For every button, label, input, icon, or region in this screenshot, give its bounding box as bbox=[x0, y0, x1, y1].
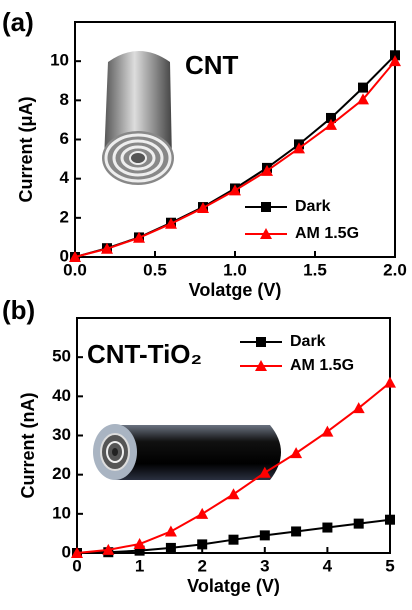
marker bbox=[228, 488, 240, 499]
marker bbox=[354, 519, 364, 529]
marker bbox=[166, 543, 176, 553]
marker bbox=[291, 526, 301, 536]
y-tick-label: 0 bbox=[62, 542, 71, 561]
annotation: CNT-TiO₂ bbox=[87, 339, 202, 369]
y-tick-label: 10 bbox=[50, 51, 69, 70]
marker bbox=[197, 539, 207, 549]
y-tick-label: 0 bbox=[60, 246, 69, 265]
marker bbox=[290, 447, 302, 458]
marker bbox=[260, 530, 270, 540]
y-tick-label: 20 bbox=[52, 464, 71, 483]
y-tick-label: 50 bbox=[52, 347, 71, 366]
legend-marker bbox=[256, 337, 266, 347]
y-tick-label: 30 bbox=[52, 425, 71, 444]
legend-label: AM 1.5G bbox=[295, 225, 359, 242]
y-tick-label: 2 bbox=[60, 207, 69, 226]
x-tick-label: 0.5 bbox=[143, 260, 167, 279]
annotation: CNT bbox=[185, 50, 239, 80]
legend-marker bbox=[261, 202, 271, 212]
y-tick-label: 40 bbox=[52, 386, 71, 405]
panel-label: (a) bbox=[2, 7, 34, 37]
x-tick-label: 3 bbox=[260, 556, 269, 575]
x-tick-label: 2 bbox=[197, 556, 206, 575]
x-tick-label: 1.0 bbox=[223, 260, 247, 279]
x-axis-label: Volatge (V) bbox=[187, 576, 280, 596]
y-tick-label: 6 bbox=[60, 129, 69, 148]
x-tick-label: 5 bbox=[385, 556, 394, 575]
cnt-illustration bbox=[102, 51, 174, 185]
y-tick-label: 4 bbox=[60, 168, 70, 187]
marker bbox=[196, 508, 208, 519]
y-tick-label: 8 bbox=[60, 90, 69, 109]
legend-label: AM 1.5G bbox=[290, 357, 354, 374]
marker bbox=[384, 377, 396, 388]
x-tick-label: 4 bbox=[323, 556, 333, 575]
x-tick-label: 1 bbox=[135, 556, 144, 575]
marker bbox=[385, 515, 395, 525]
figure: 0.00.51.01.52.00246810Volatge (V)Current… bbox=[0, 0, 412, 610]
marker bbox=[134, 538, 146, 549]
y-axis-label: Current (μA) bbox=[16, 96, 36, 202]
marker bbox=[322, 523, 332, 533]
panel-label: (b) bbox=[2, 295, 35, 325]
x-axis-label: Volatge (V) bbox=[189, 280, 282, 300]
y-axis-label: Current (nA) bbox=[18, 393, 38, 499]
legend-label: Dark bbox=[290, 333, 326, 350]
legend-label: Dark bbox=[295, 198, 331, 215]
marker bbox=[229, 535, 239, 545]
cnt-tio2-illustration bbox=[93, 424, 281, 480]
series bbox=[72, 515, 395, 558]
marker bbox=[358, 83, 368, 93]
x-tick-label: 0 bbox=[72, 556, 81, 575]
x-tick-label: 2.0 bbox=[383, 260, 407, 279]
y-tick-label: 10 bbox=[52, 503, 71, 522]
x-tick-label: 1.5 bbox=[303, 260, 327, 279]
marker bbox=[165, 525, 177, 536]
